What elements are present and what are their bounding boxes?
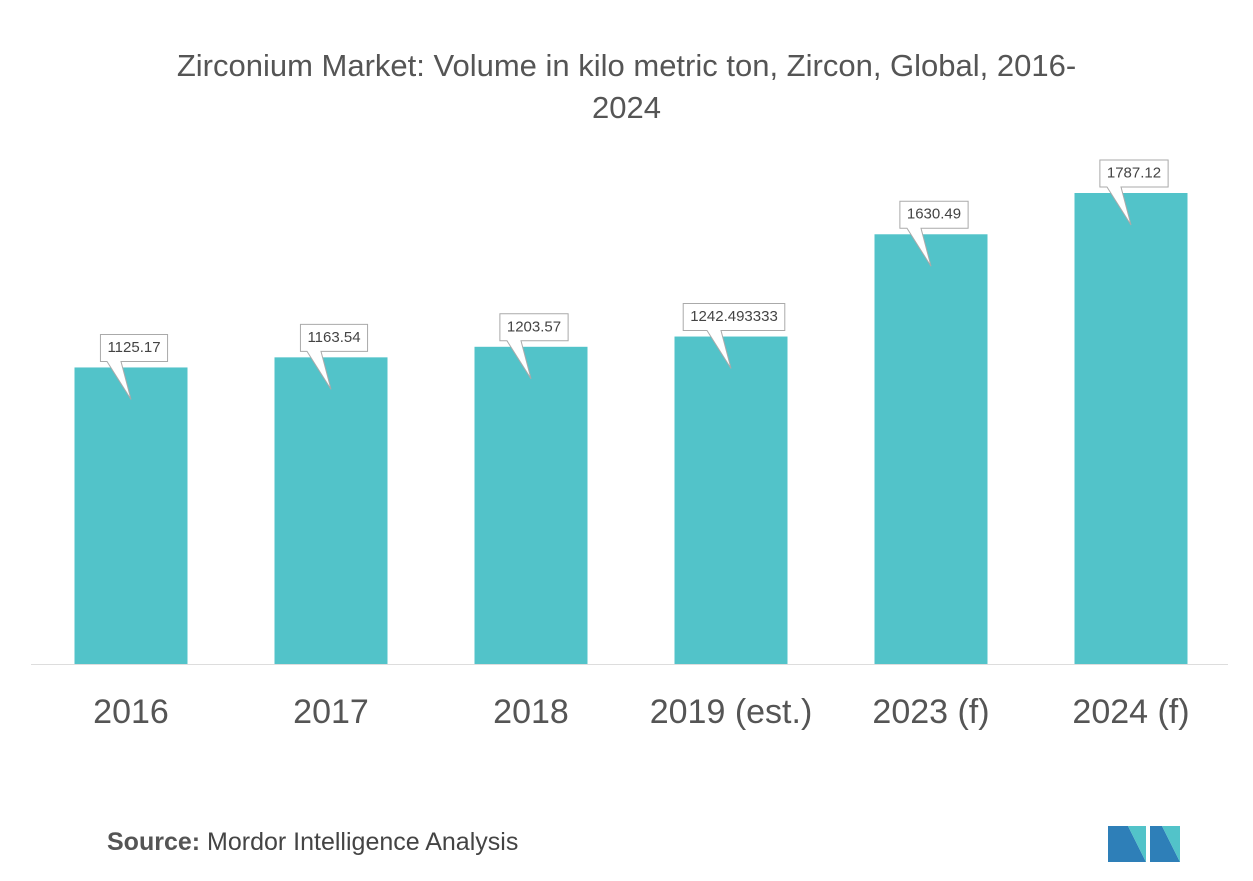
value-label: 1242.493333 xyxy=(690,308,778,325)
value-label: 1125.17 xyxy=(107,339,160,356)
x-tick-label: 2017 xyxy=(293,693,369,731)
callout-box xyxy=(499,313,569,380)
x-tick-label: 2023 (f) xyxy=(872,693,989,731)
bar xyxy=(1074,193,1188,664)
x-tick-label: 2016 xyxy=(93,693,169,731)
value-label: 1787.12 xyxy=(1107,164,1161,181)
callout-box xyxy=(682,303,786,369)
logo-shape xyxy=(1128,826,1146,862)
callout-box xyxy=(899,200,969,267)
logo-shape xyxy=(1150,826,1180,862)
bar xyxy=(74,367,188,664)
source-label: Source: xyxy=(107,828,201,856)
logo-shape xyxy=(1162,826,1180,862)
value-label: 1630.49 xyxy=(907,206,961,223)
callout-box xyxy=(299,323,369,390)
value-label: 1163.54 xyxy=(307,329,360,346)
logo xyxy=(1108,826,1180,862)
x-tick-label: 2024 (f) xyxy=(1072,693,1189,731)
source-text: Mordor Intelligence Analysis xyxy=(207,828,519,856)
chart-title: Zirconium Market: Volume in kilo metric … xyxy=(176,48,1077,125)
callout-box xyxy=(99,333,169,400)
callout-box xyxy=(1099,159,1169,226)
logo-shape xyxy=(1108,826,1146,862)
bar xyxy=(874,234,988,665)
source: Source: Mordor Intelligence Analysis xyxy=(107,828,518,857)
value-label: 1203.57 xyxy=(507,318,561,335)
bar xyxy=(274,357,388,664)
bar xyxy=(474,346,588,664)
x-tick-label: 2019 (est.) xyxy=(650,693,813,731)
bar xyxy=(674,336,788,664)
x-tick-label: 2018 xyxy=(493,693,569,731)
